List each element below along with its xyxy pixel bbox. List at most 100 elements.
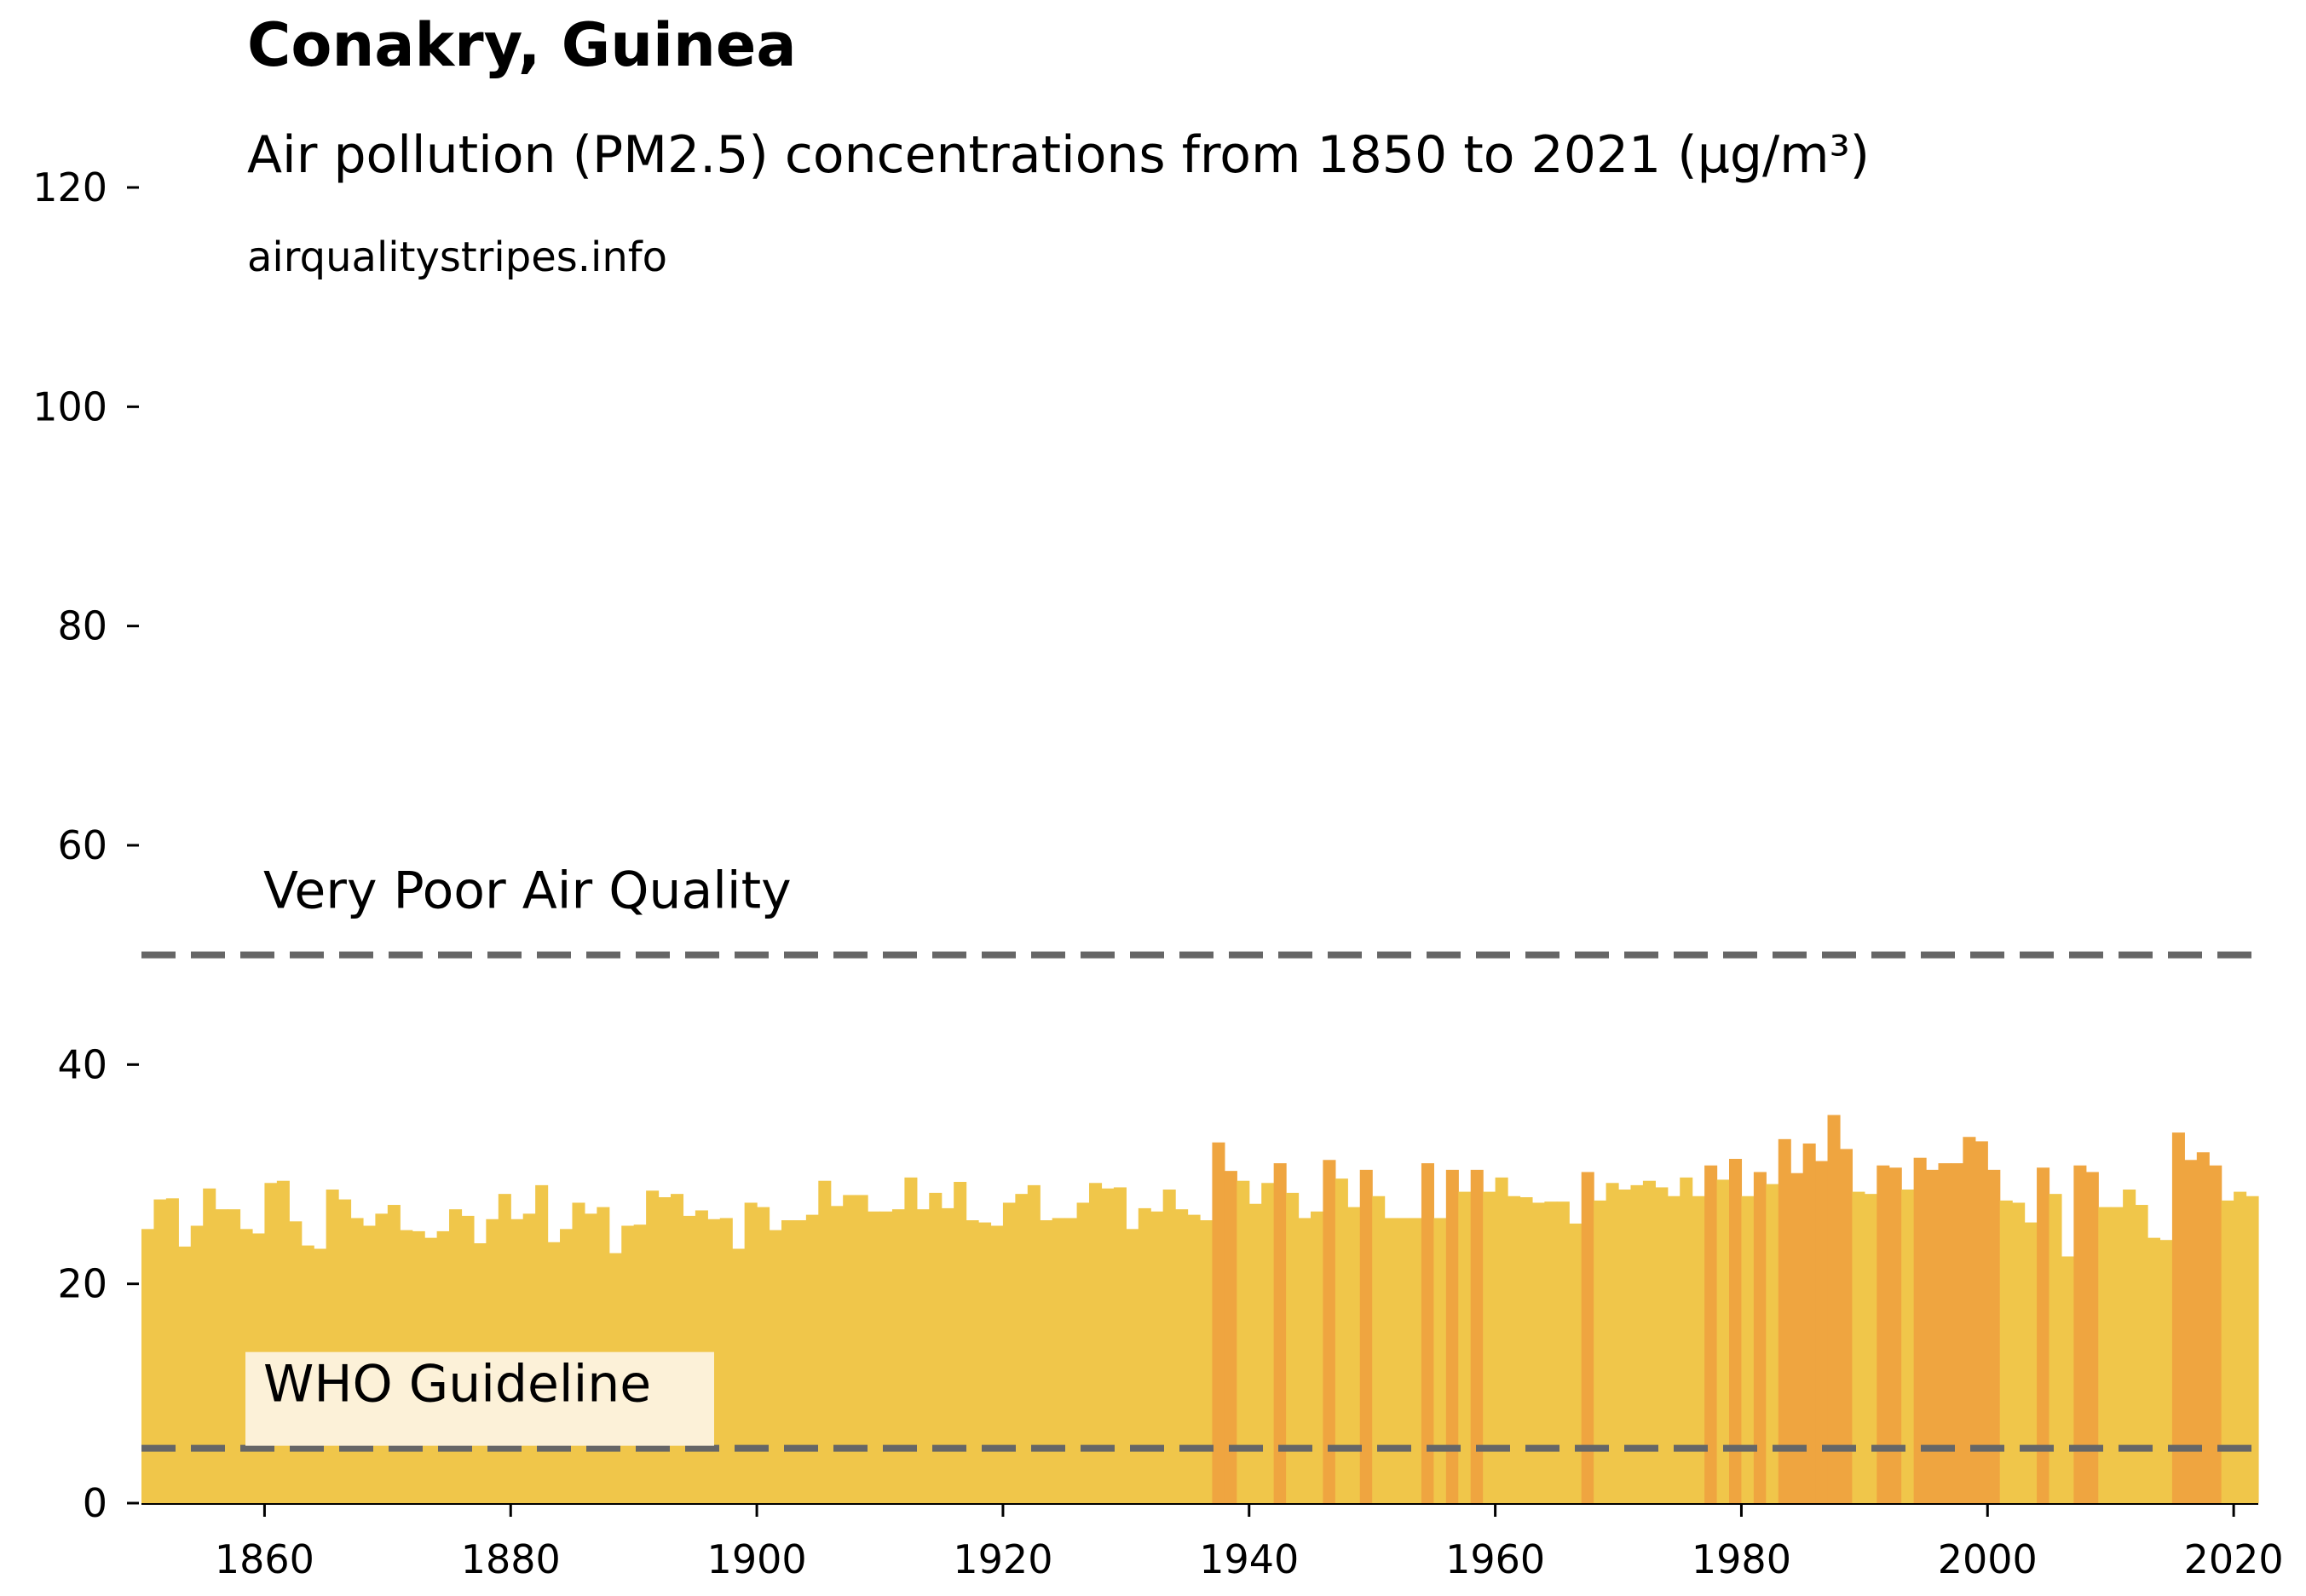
bar (1531, 1202, 1545, 1503)
bar (978, 1222, 992, 1503)
bar (916, 1209, 930, 1503)
bar (990, 1225, 1004, 1503)
bar (1187, 1214, 1201, 1503)
bar (1458, 1191, 1472, 1503)
bar (793, 1220, 807, 1503)
bar (2221, 1200, 2234, 1503)
bar (1692, 1196, 1705, 1503)
bar (1716, 1179, 1730, 1503)
bar (2085, 1172, 2099, 1503)
bar (646, 1190, 660, 1503)
bar (1237, 1180, 1250, 1503)
bar (1630, 1184, 1644, 1503)
bar (818, 1180, 832, 1503)
bar (1852, 1191, 1865, 1503)
bar (1544, 1201, 1558, 1503)
bar (1778, 1138, 1791, 1503)
bar (215, 1209, 228, 1503)
bar (1802, 1143, 1816, 1503)
bar (2171, 1132, 2185, 1503)
bar (929, 1192, 943, 1503)
bar (1753, 1172, 1767, 1503)
bar (1248, 1203, 1262, 1503)
y-tick-label: 80 (57, 603, 107, 649)
bar (1508, 1196, 1521, 1503)
bar (1606, 1183, 1619, 1503)
bar (1680, 1177, 1693, 1503)
bar (2037, 1167, 2050, 1503)
bar (671, 1194, 684, 1503)
bar (165, 1198, 179, 1503)
bar (1483, 1191, 1496, 1503)
bar (1273, 1163, 1287, 1503)
bar (719, 1218, 733, 1503)
bar (1310, 1211, 1324, 1503)
x-tick-label: 2000 (1938, 1536, 2038, 1582)
bar (1827, 1115, 1841, 1503)
x-tick-label: 1960 (1445, 1536, 1545, 1582)
bar (190, 1225, 204, 1503)
bar (1926, 1169, 1940, 1503)
bar (2245, 1196, 2259, 1503)
bar (1076, 1202, 1090, 1503)
bar (1741, 1196, 1755, 1503)
bar (1519, 1197, 1533, 1503)
bar (1963, 1137, 1976, 1503)
bar (757, 1207, 770, 1503)
x-tick-label: 1920 (953, 1536, 1052, 1582)
bar (855, 1195, 868, 1503)
bar (1261, 1183, 1275, 1503)
x-tick-label: 1860 (215, 1536, 314, 1582)
x-axis: 1860 1880 1900 1920 1940 1960 1980 2000 2020 (141, 1503, 2284, 1582)
bar (1888, 1167, 1902, 1503)
bar (2110, 1207, 2124, 1503)
bar (141, 1229, 155, 1503)
bar (1409, 1218, 1422, 1503)
bar (1901, 1190, 1915, 1503)
bar (1618, 1190, 1632, 1503)
reference-lines: Very Poor Air Quality WHO Guideline (141, 861, 2258, 1452)
bar (1950, 1163, 1963, 1503)
bar (954, 1182, 967, 1503)
bar (2234, 1191, 2247, 1503)
bar (781, 1220, 795, 1503)
bar (1384, 1218, 1398, 1503)
x-tick-label: 2020 (2184, 1536, 2284, 1582)
bar (1286, 1192, 1300, 1503)
bar (178, 1246, 192, 1503)
x-tick-label: 1900 (707, 1536, 807, 1582)
reference-label-background (245, 1351, 714, 1446)
bar (1433, 1218, 1447, 1503)
bar (2135, 1205, 2148, 1503)
bar (1839, 1149, 1853, 1503)
bar (1089, 1183, 1103, 1503)
bar (2098, 1207, 2112, 1503)
bar (1015, 1194, 1029, 1503)
bar (1938, 1163, 1951, 1503)
bar (904, 1177, 918, 1503)
bar (1987, 1169, 2001, 1503)
chart-subtitle: Air pollution (PM2.5) concentrations fro… (247, 125, 1870, 185)
reference-label: WHO Guideline (263, 1355, 651, 1415)
bar (1027, 1184, 1041, 1503)
y-tick-label: 0 (83, 1480, 107, 1526)
bar (2049, 1194, 2062, 1503)
bar (1642, 1180, 1656, 1503)
bar (2012, 1202, 2026, 1503)
bar (1101, 1188, 1115, 1503)
bar (2159, 1240, 2173, 1503)
y-tick-label: 60 (57, 822, 107, 868)
y-tick-label: 100 (32, 383, 107, 429)
bar (1581, 1172, 1594, 1503)
bar (153, 1199, 167, 1503)
bar (1975, 1141, 1988, 1503)
bar (1556, 1201, 1570, 1503)
bar (1224, 1171, 1237, 1503)
bar (203, 1188, 216, 1503)
bar (1212, 1142, 1225, 1503)
bar (1002, 1202, 1016, 1503)
bar (1200, 1220, 1214, 1503)
bar (535, 1184, 549, 1503)
bar (1113, 1187, 1127, 1503)
bar (1323, 1160, 1336, 1503)
